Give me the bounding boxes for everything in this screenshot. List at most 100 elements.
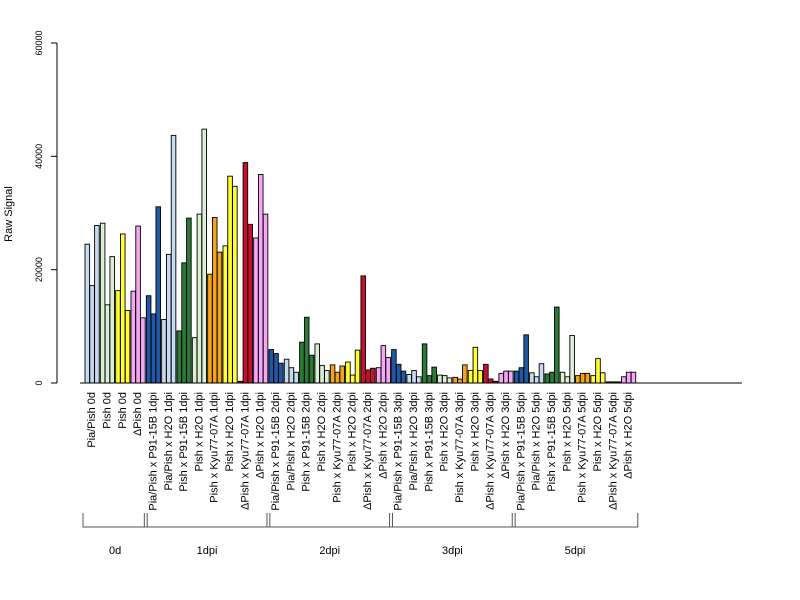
bar-2dpi-1-0	[283, 358, 290, 384]
x-tick-label: Pish x H2O 5dpi	[592, 392, 604, 471]
bar-3dpi-6-1	[487, 378, 494, 384]
bar-0d-0-1	[89, 285, 95, 384]
bracket-3dpi	[389, 513, 516, 528]
bar-3dpi-0-1	[395, 363, 402, 384]
x-tick-label: Pish x H2O 1dpi	[224, 392, 236, 471]
bar-5dpi-4-2	[584, 372, 591, 384]
x-tick-label: ΔPish x H2O 1dpi	[255, 392, 267, 479]
bar-3dpi-3-0	[437, 374, 443, 384]
bar-2dpi-5-1	[349, 374, 356, 384]
bar-5dpi-5-2	[600, 372, 606, 384]
bar-3dpi-1-1	[411, 370, 417, 384]
bar-1dpi-3-2	[201, 128, 207, 384]
bar-2dpi-2-0	[299, 341, 305, 384]
bar-3dpi-7-0	[498, 372, 504, 384]
bar-2dpi-0-1	[273, 353, 279, 384]
bar-3dpi-7-1	[503, 370, 509, 384]
bar-2dpi-3-1	[319, 364, 325, 384]
bar-5dpi-1-2	[538, 363, 545, 384]
x-tick-label: ΔPish x Kyu77-07A 5dpi	[607, 392, 619, 510]
bars	[84, 128, 637, 384]
bar-0d-3-1	[135, 225, 141, 384]
x-tick-label: Pish x H2O 3dpi	[469, 392, 481, 471]
x-tick-label: Pia/Pish x H2O 2dpi	[285, 392, 297, 490]
bar-3dpi-4-2	[462, 364, 468, 384]
bar-2dpi-0-2	[278, 362, 284, 384]
y-tick-label: 60000	[34, 30, 44, 55]
bar-1dpi-7-1	[257, 174, 264, 384]
bar-1dpi-3-0	[191, 337, 198, 384]
bar-1dpi-0-1	[150, 313, 157, 384]
bar-1dpi-4-1	[211, 217, 218, 384]
x-tick-label: Pia/Pish x H2O 3dpi	[408, 392, 420, 490]
bar-2dpi-4-2	[339, 365, 345, 384]
bar-0d-1-0	[99, 222, 106, 384]
x-tick-label: Pish x Kyu77-07A 2dpi	[331, 392, 343, 503]
bar-1dpi-2-2	[186, 217, 192, 384]
bar-0d-2-1	[120, 233, 126, 384]
bar-3dpi-2-1	[426, 375, 433, 384]
bar-1dpi-7-0	[253, 237, 259, 384]
bar-0d-3-0	[130, 290, 137, 384]
bar-3dpi-2-2	[431, 366, 437, 384]
bar-5dpi-3-0	[559, 371, 566, 384]
bar-5dpi-3-2	[569, 334, 575, 384]
bar-3dpi-6-0	[483, 363, 489, 384]
x-tick-label: Pish x H2O 3dpi	[439, 392, 451, 471]
bar-2dpi-4-1	[334, 371, 341, 384]
y-axis: 0 20000 40000 60000	[34, 30, 58, 386]
x-tick-label: Pia/Pish x P91-15B 3dpi	[393, 392, 405, 511]
y-tick-label: 0	[34, 380, 44, 385]
bar-2dpi-1-2	[293, 371, 299, 384]
bar-2dpi-7-1	[380, 345, 387, 384]
bar-2dpi-3-0	[314, 343, 321, 384]
x-tick-label: Pish 0d	[101, 392, 113, 429]
bar-5dpi-4-1	[579, 372, 586, 384]
bar-1dpi-6-2	[247, 223, 253, 384]
x-tick-label: ΔPish x Kyu77-07A 2dpi	[362, 392, 374, 510]
bar-1dpi-1-1	[165, 253, 172, 384]
bar-3dpi-4-1	[457, 378, 463, 384]
y-tick-label: 20000	[34, 257, 44, 282]
bar-2dpi-6-2	[370, 367, 376, 384]
bar-5dpi-0-1	[518, 367, 525, 384]
x-tick-label: Pish x P91-15B 3dpi	[423, 392, 435, 492]
bar-0d-2-2	[124, 310, 131, 384]
bar-1dpi-0-0	[145, 295, 152, 384]
bar-2dpi-0-0	[268, 349, 275, 384]
x-tick-label: Pish x H2O 2dpi	[347, 392, 359, 471]
x-tick-label: Pia/Pish x P91-15B 2dpi	[270, 392, 282, 511]
bracket-5dpi	[511, 513, 639, 528]
x-tick-label: Pish x H2O 1dpi	[193, 392, 205, 471]
bar-3dpi-3-2	[446, 377, 453, 384]
x-tick-label: Pish x P91-15B 5dpi	[546, 392, 558, 492]
bar-1dpi-5-2	[232, 185, 238, 384]
group-label: 5dpi	[565, 545, 586, 557]
group-label: 1dpi	[197, 545, 218, 557]
x-tick-label: Pish x P91-15B 1dpi	[178, 392, 190, 492]
bar-1dpi-5-0	[222, 245, 229, 384]
bar-5dpi-7-1	[625, 371, 632, 384]
bar-3dpi-0-2	[400, 370, 407, 384]
x-tick-label: Pia/Pish x P91-15B 5dpi	[515, 392, 527, 511]
x-tick-label: ΔPish x H2O 2dpi	[377, 392, 389, 479]
y-tick-label: 40000	[34, 144, 44, 169]
bar-3dpi-1-0	[406, 374, 412, 384]
bar-0d-0-0	[84, 243, 91, 384]
x-tick-label: Pish x H2O 2dpi	[316, 392, 328, 471]
bar-3dpi-2-0	[421, 343, 428, 384]
bar-5dpi-7-0	[621, 376, 627, 384]
bar-1dpi-3-1	[196, 213, 203, 384]
x-tick-label: Pia/Pish x P91-15B 1dpi	[147, 392, 159, 511]
bar-5dpi-4-0	[575, 375, 581, 384]
x-tick-label: Pish x Kyu77-07A 3dpi	[454, 392, 466, 503]
bar-5dpi-2-0	[544, 373, 550, 384]
bar-5dpi-5-1	[595, 358, 601, 384]
x-tick-labels: Pia/Pish 0d Pish 0d Pish 0d ΔPish 0d Pia/Pis…	[86, 392, 635, 511]
x-tick-label: Pish x H2O 5dpi	[561, 392, 573, 471]
group-brackets: 0d 1dpi 2dpi 3dpi 5dpi	[82, 513, 639, 557]
bar-1dpi-6-1	[242, 162, 249, 384]
x-tick-label: ΔPish x Kyu77-07A 1dpi	[239, 392, 251, 510]
group-label: 2dpi	[319, 545, 340, 557]
bar-2dpi-3-2	[324, 370, 330, 384]
